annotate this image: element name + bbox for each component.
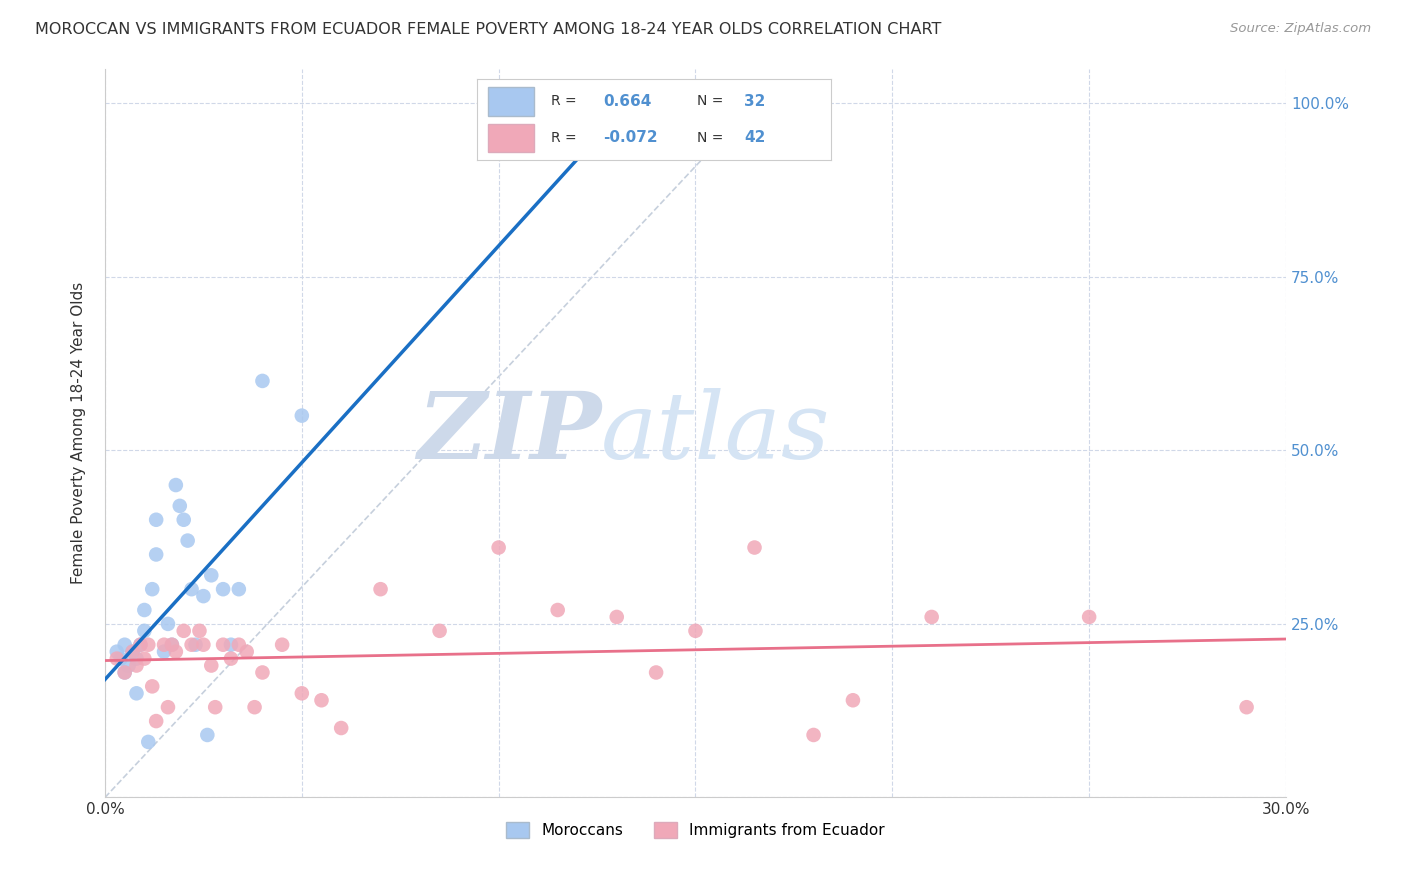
Point — [252, 374, 274, 388]
Point — [141, 679, 163, 693]
Point — [114, 665, 136, 680]
Point — [134, 624, 156, 638]
Point — [160, 638, 183, 652]
Y-axis label: Female Poverty Among 18-24 Year Olds: Female Poverty Among 18-24 Year Olds — [72, 282, 86, 584]
Point — [606, 610, 628, 624]
Point — [156, 700, 179, 714]
Legend: Moroccans, Immigrants from Ecuador: Moroccans, Immigrants from Ecuador — [501, 816, 891, 845]
Point — [842, 693, 865, 707]
Point — [188, 624, 211, 638]
Point — [134, 651, 156, 665]
Point — [370, 582, 392, 597]
Point — [153, 638, 176, 652]
Point — [173, 513, 195, 527]
Point — [271, 638, 294, 652]
Point — [330, 721, 353, 735]
Point — [136, 638, 159, 652]
Point — [125, 651, 148, 665]
Point — [173, 624, 195, 638]
Point — [169, 499, 191, 513]
Point — [228, 582, 250, 597]
Point — [429, 624, 451, 638]
Point — [129, 638, 152, 652]
Point — [117, 658, 139, 673]
Point — [145, 548, 167, 562]
Point — [252, 665, 274, 680]
Point — [156, 616, 179, 631]
Point — [1236, 700, 1258, 714]
Point — [125, 686, 148, 700]
Point — [153, 645, 176, 659]
Point — [121, 645, 143, 659]
Text: ZIP: ZIP — [416, 388, 600, 478]
Point — [134, 603, 156, 617]
Point — [291, 686, 314, 700]
Point — [921, 610, 943, 624]
Point — [180, 582, 202, 597]
Point — [235, 645, 257, 659]
Point — [145, 714, 167, 728]
Text: atlas: atlas — [600, 388, 831, 478]
Point — [180, 638, 202, 652]
Point — [219, 638, 242, 652]
Point — [129, 638, 152, 652]
Point — [243, 700, 266, 714]
Point — [219, 651, 242, 665]
Point — [547, 603, 569, 617]
Point — [136, 735, 159, 749]
Point — [125, 658, 148, 673]
Point — [488, 541, 510, 555]
Text: Source: ZipAtlas.com: Source: ZipAtlas.com — [1230, 22, 1371, 36]
Point — [110, 651, 132, 665]
Point — [184, 638, 207, 652]
Point — [291, 409, 314, 423]
Point — [195, 728, 218, 742]
Point — [165, 645, 187, 659]
Point — [212, 582, 235, 597]
Point — [176, 533, 198, 548]
Point — [193, 589, 215, 603]
Point — [105, 651, 128, 665]
Point — [141, 582, 163, 597]
Point — [212, 638, 235, 652]
Point — [114, 665, 136, 680]
Point — [228, 638, 250, 652]
Point — [165, 478, 187, 492]
Point — [200, 658, 222, 673]
Point — [645, 665, 668, 680]
Point — [311, 693, 333, 707]
Point — [1078, 610, 1101, 624]
Point — [204, 700, 226, 714]
Point — [685, 624, 707, 638]
Point — [121, 645, 143, 659]
Point — [160, 638, 183, 652]
Point — [193, 638, 215, 652]
Text: MOROCCAN VS IMMIGRANTS FROM ECUADOR FEMALE POVERTY AMONG 18-24 YEAR OLDS CORRELA: MOROCCAN VS IMMIGRANTS FROM ECUADOR FEMA… — [35, 22, 942, 37]
Point — [744, 541, 766, 555]
Point — [105, 645, 128, 659]
Point — [114, 638, 136, 652]
Point — [803, 728, 825, 742]
Point — [200, 568, 222, 582]
Point — [145, 513, 167, 527]
